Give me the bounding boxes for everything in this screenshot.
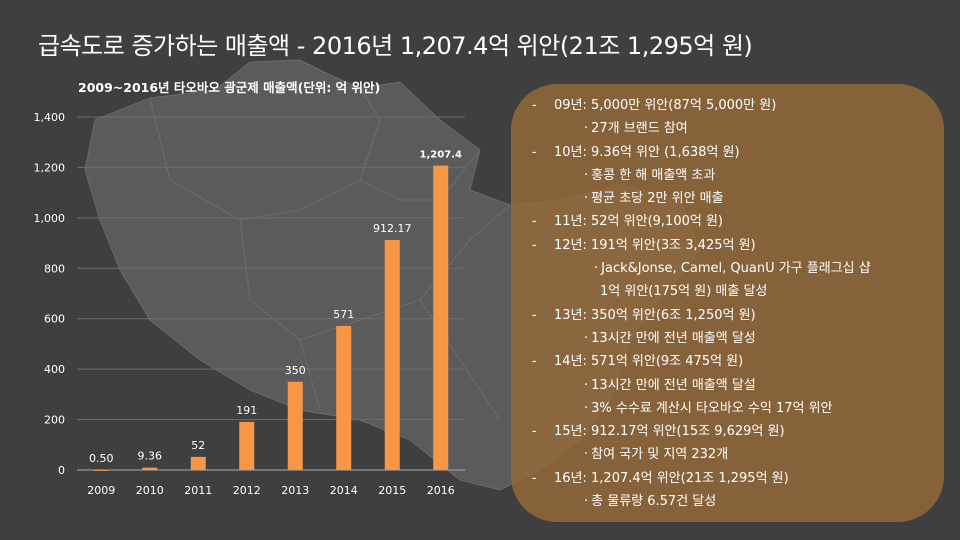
bar-value-label: 52 bbox=[191, 439, 205, 452]
info-text: 12년: 191억 위안(3조 3,425억 원) bbox=[554, 237, 756, 253]
info-text: 3% 수수료 계산시 타오바오 수익 17억 위안 bbox=[591, 400, 833, 416]
x-tick-label: 2016 bbox=[427, 484, 455, 497]
dash-bullet: - bbox=[532, 307, 537, 323]
info-year-item: - 11년: 52억 위안(9,100억 원) bbox=[532, 210, 937, 233]
info-text: 27개 브랜드 참여 bbox=[591, 121, 688, 137]
chart-gridlines bbox=[77, 116, 465, 471]
dash-bullet: - bbox=[532, 214, 537, 230]
x-tick-label: 2013 bbox=[281, 484, 309, 497]
x-axis-tick-labels: 2009 2010 2011 2012 2013 2014 2015 2016 bbox=[87, 484, 455, 497]
dash-bullet: - bbox=[532, 354, 537, 370]
info-sub-item: · Jack&Jonse, Camel, QuanU 가구 플래그십 샵 bbox=[532, 257, 937, 280]
info-sub-item: · 홍콩 한 해 매출액 초과 bbox=[532, 164, 937, 187]
info-year-item: - 16년: 1,207.4억 위안(21조 1,295억 원) bbox=[532, 467, 937, 490]
bar-value-label: 9.36 bbox=[138, 450, 163, 463]
bar-2010 bbox=[142, 467, 158, 470]
dash-bullet: - bbox=[532, 144, 537, 160]
y-axis-tick-labels: 0 200 400 600 800 1,000 1,200 1,400 bbox=[34, 111, 66, 477]
bar-value-label: 191 bbox=[236, 404, 257, 417]
bar-2009 bbox=[93, 469, 109, 471]
info-text: 총 물류량 6.57건 달성 bbox=[591, 494, 717, 510]
y-tick-label: 800 bbox=[44, 262, 65, 275]
dash-bullet: - bbox=[532, 424, 537, 440]
y-tick-label: 0 bbox=[58, 464, 65, 477]
dot-bullet: · bbox=[584, 400, 589, 416]
info-text: 15년: 912.17억 위안(15조 9,629억 원) bbox=[554, 424, 785, 440]
info-text: 16년: 1,207.4억 위안(21조 1,295억 원) bbox=[554, 470, 789, 486]
dot-bullet: · bbox=[584, 167, 589, 183]
dot-bullet: · bbox=[594, 261, 599, 277]
chart-title: 2009~2016년 타오바오 광군제 매출액(단위: 억 위안) bbox=[78, 80, 381, 95]
y-tick-label: 200 bbox=[44, 414, 65, 427]
info-text: 09년: 5,000만 위안(87억 5,000만 원) bbox=[554, 98, 777, 113]
info-year-item: - 15년: 912.17억 위안(15조 9,629억 원) bbox=[532, 420, 937, 443]
dot-bullet: · bbox=[584, 121, 589, 137]
x-tick-label: 2012 bbox=[233, 484, 261, 497]
info-list: -09년: 5,000만 위안(87억 5,000만 원) · 27개 브랜드 참여… bbox=[532, 94, 937, 513]
info-sub-item: · 총 물류량 6.57건 달성 bbox=[532, 490, 937, 513]
bar-value-labels: 0.50 9.36 52 191 350 571 912.17 1,207.4 bbox=[89, 150, 462, 465]
dash-bullet: - bbox=[532, 470, 537, 486]
bar-value-label: 0.50 bbox=[89, 452, 114, 465]
y-tick-label: 1,200 bbox=[34, 161, 66, 174]
bar-2015 bbox=[384, 240, 400, 470]
x-tick-label: 2015 bbox=[378, 484, 406, 497]
x-tick-label: 2010 bbox=[136, 484, 164, 497]
info-sub-item: · 27개 브랜드 참여 bbox=[532, 117, 937, 140]
info-text: 1억 위안(175억 원) 매출 달성 bbox=[600, 284, 768, 300]
slide-title: 급속도로 증가하는 매출액 - 2016년 1,207.4억 위안(21조 1,… bbox=[38, 32, 753, 60]
bar-2011 bbox=[190, 456, 206, 470]
info-year-item: - 12년: 191억 위안(3조 3,425억 원) bbox=[532, 234, 937, 257]
dot-bullet: · bbox=[584, 447, 589, 463]
info-text: 14년: 571억 위안(9조 475억 원) bbox=[554, 354, 744, 370]
dash-bullet: - bbox=[532, 98, 537, 113]
info-text: 홍콩 한 해 매출액 초과 bbox=[591, 167, 716, 183]
bar-2013 bbox=[287, 381, 303, 470]
x-tick-label: 2009 bbox=[87, 484, 115, 497]
info-sub-item: · 평균 초당 2만 위안 매출 bbox=[532, 187, 937, 210]
info-year-item: - 14년: 571억 위안(9조 475억 원) bbox=[532, 350, 937, 373]
info-sub-item: · 3% 수수료 계산시 타오바오 수익 17억 위안 bbox=[532, 397, 937, 420]
dash-bullet: - bbox=[532, 237, 537, 253]
info-continuation: 1억 위안(175억 원) 매출 달성 bbox=[532, 280, 937, 303]
info-text: 평균 초당 2만 위안 매출 bbox=[591, 191, 724, 207]
dot-bullet: · bbox=[584, 377, 589, 393]
bar-2016 bbox=[433, 165, 449, 470]
x-tick-label: 2014 bbox=[330, 484, 358, 497]
bar-value-label: 571 bbox=[333, 308, 354, 321]
info-sub-item: · 13시간 만에 전년 매출액 달설 bbox=[532, 374, 937, 397]
bar-value-label: 350 bbox=[285, 364, 306, 377]
dot-bullet: · bbox=[584, 330, 589, 346]
info-text: 참여 국가 및 지역 232개 bbox=[591, 447, 729, 463]
info-text: 13시간 만에 전년 매출액 달성 bbox=[591, 330, 756, 346]
bar-value-label: 912.17 bbox=[373, 222, 412, 235]
y-tick-label: 1,400 bbox=[34, 111, 66, 124]
info-year-item: - 09년: 5,000만 위안(87억 5,000만 원) bbox=[532, 94, 937, 117]
y-tick-label: 1,000 bbox=[34, 212, 66, 225]
chart-bars bbox=[93, 165, 449, 471]
info-text: 11년: 52억 위안(9,100억 원) bbox=[554, 214, 723, 230]
info-year-item: - 13년: 350억 위안(6조 1,250억 원) bbox=[532, 304, 937, 327]
info-year-item: - 10년: 9.36억 위안 (1,638억 원) bbox=[532, 141, 937, 164]
info-text: 13시간 만에 전년 매출액 달설 bbox=[591, 377, 756, 393]
info-sub-item: · 참여 국가 및 지역 232개 bbox=[532, 443, 937, 466]
y-tick-label: 600 bbox=[44, 313, 65, 326]
info-text: Jack&Jonse, Camel, QuanU 가구 플래그십 샵 bbox=[601, 261, 871, 277]
bar-2012 bbox=[239, 421, 255, 470]
dot-bullet: · bbox=[584, 494, 589, 510]
map-province-lines bbox=[149, 87, 511, 421]
info-text: 10년: 9.36억 위안 (1,638억 원) bbox=[554, 144, 740, 160]
y-tick-label: 400 bbox=[44, 363, 65, 376]
info-text: 13년: 350억 위안(6조 1,250억 원) bbox=[554, 307, 756, 323]
info-panel bbox=[511, 84, 944, 522]
bar-value-label: 1,207.4 bbox=[420, 150, 462, 161]
dot-bullet: · bbox=[584, 191, 589, 207]
x-tick-label: 2011 bbox=[184, 484, 212, 497]
bar-2014 bbox=[336, 326, 352, 470]
info-sub-item: · 13시간 만에 전년 매출액 달성 bbox=[532, 327, 937, 350]
